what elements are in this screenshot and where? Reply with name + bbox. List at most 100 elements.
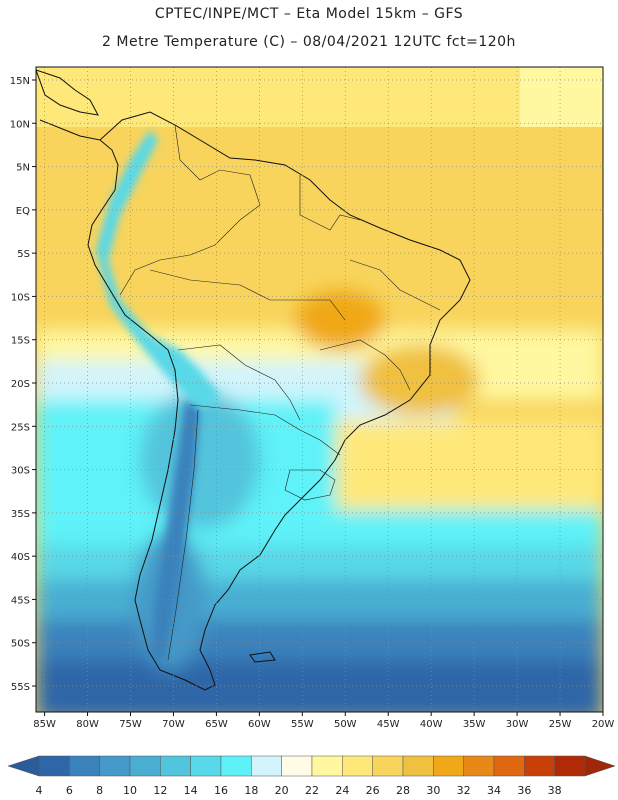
coastlines [36,69,471,691]
colorbar-swatch [281,755,313,777]
graticule [36,67,604,712]
lat-tick-label: 50S [11,639,30,650]
border-colombia-peru [119,124,261,296]
border-brazil-bolivia [149,269,346,321]
temperature-field [36,67,603,712]
colorbar-label: 26 [366,784,380,797]
falklands [249,651,276,663]
lat-tick-label: 55S [11,682,30,693]
colorbar-swatch [402,755,434,777]
colorbar-label: 10 [123,784,137,797]
colorbar-swatch [220,755,252,777]
colorbar-label: 24 [335,784,349,797]
lat-tick-label: 15S [11,336,30,347]
lat-tick-label: 5S [17,249,30,260]
colorbar-label: 4 [36,784,43,797]
lon-tick-label: 20W [592,719,615,730]
temp-cool-argentina [140,390,260,530]
colorbar-swatch [160,755,191,777]
colorbar-swatch [524,755,555,777]
temp-hot-center [295,290,385,350]
lon-tick-label: 35W [463,719,486,730]
lat-tick-label: 40S [11,552,30,563]
lat-tick-label: 45S [11,595,30,606]
temp-hot-east [360,345,480,415]
colorbar-swatch [129,755,161,777]
colorbar-swatch [190,755,222,777]
colorbar-label: 14 [184,784,198,797]
lon-tick-label: 30W [506,719,529,730]
temp-band-14 [36,545,603,585]
lat-tick-label: 10N [10,119,30,130]
colorbar-label: 30 [426,784,440,797]
colorbar-swatch [372,755,404,777]
temp-band-north-east [520,67,603,127]
lat-tick-label: EQ [16,206,30,217]
temp-andes-cold-belt [96,130,220,410]
colorbar-label: 22 [305,784,319,797]
border-uruguay [284,469,336,501]
colorbar-swatch [311,755,343,777]
lon-tick-label: 50W [334,719,357,730]
colorbar-swatch [493,755,525,777]
lon-tick-label: 75W [119,719,142,730]
colorbar-label: 20 [275,784,289,797]
border-brazil-states-north [349,259,441,311]
colorbar-swatch [463,755,495,777]
temp-band-north [36,67,603,127]
lat-tick-label: 15N [10,76,30,87]
lon-tick-label: 80W [76,719,99,730]
temp-band-16-south [36,510,603,550]
temp-band-6 [36,660,603,712]
colorbar-swatch [554,755,586,777]
temp-band-8 [36,620,603,665]
colorbar: 4 6 8 10 12 14 16 18 20 22 24 26 28 30 32 34 36 38 [7,755,616,797]
lon-tick-label: 60W [248,719,271,730]
colorbar-over-arrow [584,755,616,777]
temp-band-12 [36,580,603,625]
colorbar-label: 8 [96,784,103,797]
lat-tick-label: 30S [11,466,30,477]
colorbar-swatch [99,755,131,777]
colorbar-under-arrow [7,755,40,777]
colorbar-swatch [251,755,282,777]
colorbar-label: 32 [457,784,471,797]
central-america-coast [36,69,99,116]
lon-tick-label: 40W [420,719,443,730]
latitude-axis: 15N 10N 5N EQ 5S 10S 15S 20S 25S 30S 35S 40S 45S 50S 5… [10,76,36,693]
lon-tick-label: 85W [33,719,56,730]
colorbar-label: 38 [548,784,562,797]
border-brazil-states-central [319,339,411,391]
colorbar-label: 16 [214,784,228,797]
border-bolivia-paraguay [177,344,301,421]
map-frame [35,66,604,713]
lon-tick-label: 65W [205,719,228,730]
border-argentina-north [189,404,341,456]
lon-tick-label: 70W [162,719,185,730]
lat-tick-label: 20S [11,379,30,390]
lon-tick-label: 45W [377,719,400,730]
country-borders [119,124,441,661]
colorbar-swatch [433,755,464,777]
chart-title-line-2: 2 Metre Temperature (C) – 08/04/2021 12U… [102,34,516,50]
border-guianas [299,175,361,231]
colorbar-label: 36 [517,784,531,797]
longitude-axis: 85W 80W 75W 70W 65W 60W 55W 50W 45W 40W 35W 30W 25W 2… [33,712,614,730]
lat-tick-label: 35S [11,509,30,520]
colorbar-label: 12 [153,784,167,797]
colorbar-label: 28 [396,784,410,797]
colorbar-swatch [69,755,100,777]
lon-tick-label: 55W [291,719,314,730]
colorbar-label: 34 [487,784,501,797]
temp-andes-south-cold [150,400,200,660]
lat-tick-label: 5N [16,163,30,174]
colorbar-label: 6 [66,784,73,797]
lat-tick-label: 10S [11,292,30,303]
lat-tick-label: 25S [11,422,30,433]
colorbar-label: 18 [244,784,258,797]
lon-tick-label: 25W [549,719,572,730]
colorbar-swatch [38,755,70,777]
colorbar-swatch [342,755,373,777]
south-america-coast [39,111,471,691]
